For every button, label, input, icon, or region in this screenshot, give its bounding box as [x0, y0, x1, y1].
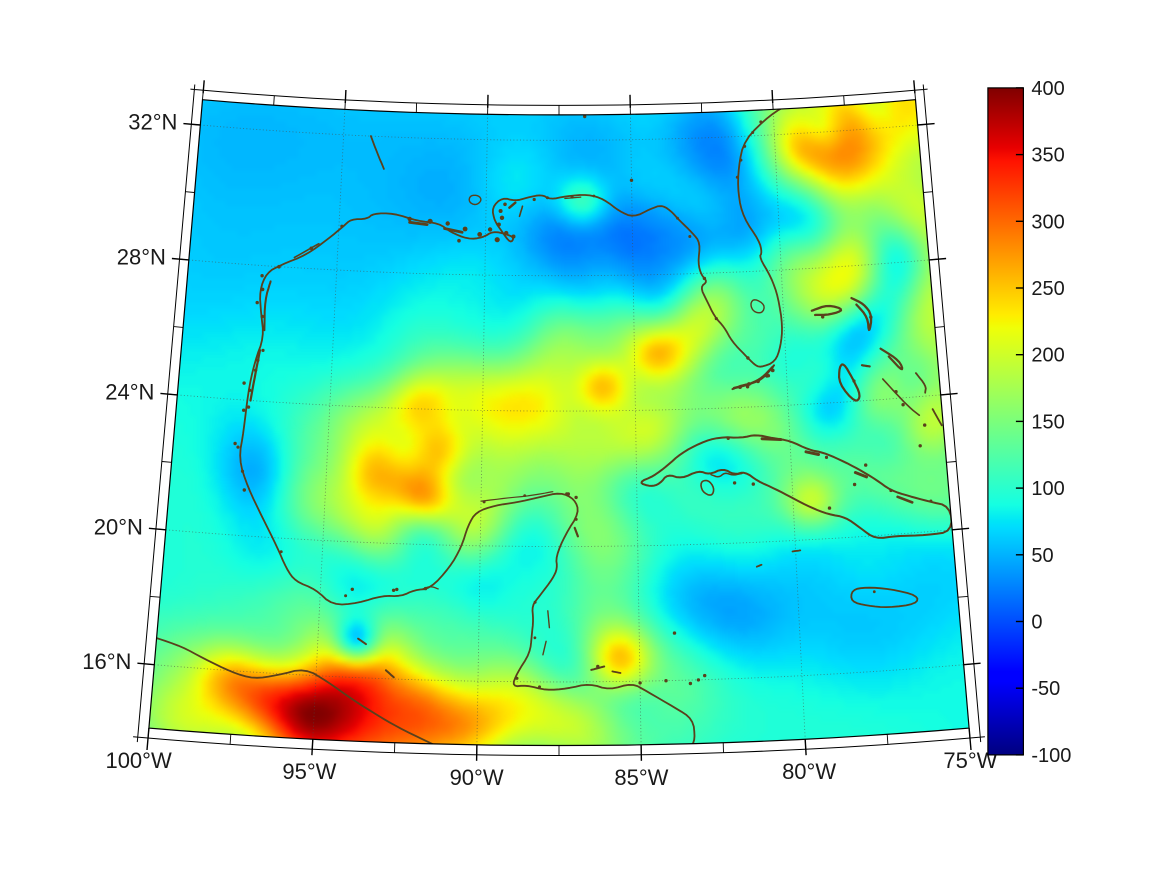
svg-text:-100: -100 — [1031, 745, 1071, 767]
svg-text:400: 400 — [1031, 78, 1064, 100]
svg-text:100°W: 100°W — [105, 748, 172, 773]
svg-text:200: 200 — [1031, 345, 1064, 367]
svg-text:350: 350 — [1031, 145, 1064, 167]
svg-text:16°N: 16°N — [82, 649, 131, 674]
svg-text:32°N: 32°N — [128, 110, 177, 135]
svg-text:250: 250 — [1031, 278, 1064, 300]
svg-text:0: 0 — [1031, 612, 1042, 634]
svg-text:50: 50 — [1031, 545, 1053, 567]
svg-text:85°W: 85°W — [614, 765, 668, 790]
svg-text:24°N: 24°N — [105, 379, 154, 404]
svg-text:150: 150 — [1031, 411, 1064, 433]
svg-text:90°W: 90°W — [450, 765, 504, 790]
svg-text:-50: -50 — [1031, 678, 1060, 700]
svg-text:80°W: 80°W — [782, 759, 836, 784]
svg-text:28°N: 28°N — [117, 245, 166, 270]
svg-text:100: 100 — [1031, 478, 1064, 500]
svg-text:95°W: 95°W — [282, 759, 336, 784]
svg-text:20°N: 20°N — [94, 514, 143, 539]
svg-text:300: 300 — [1031, 211, 1064, 233]
